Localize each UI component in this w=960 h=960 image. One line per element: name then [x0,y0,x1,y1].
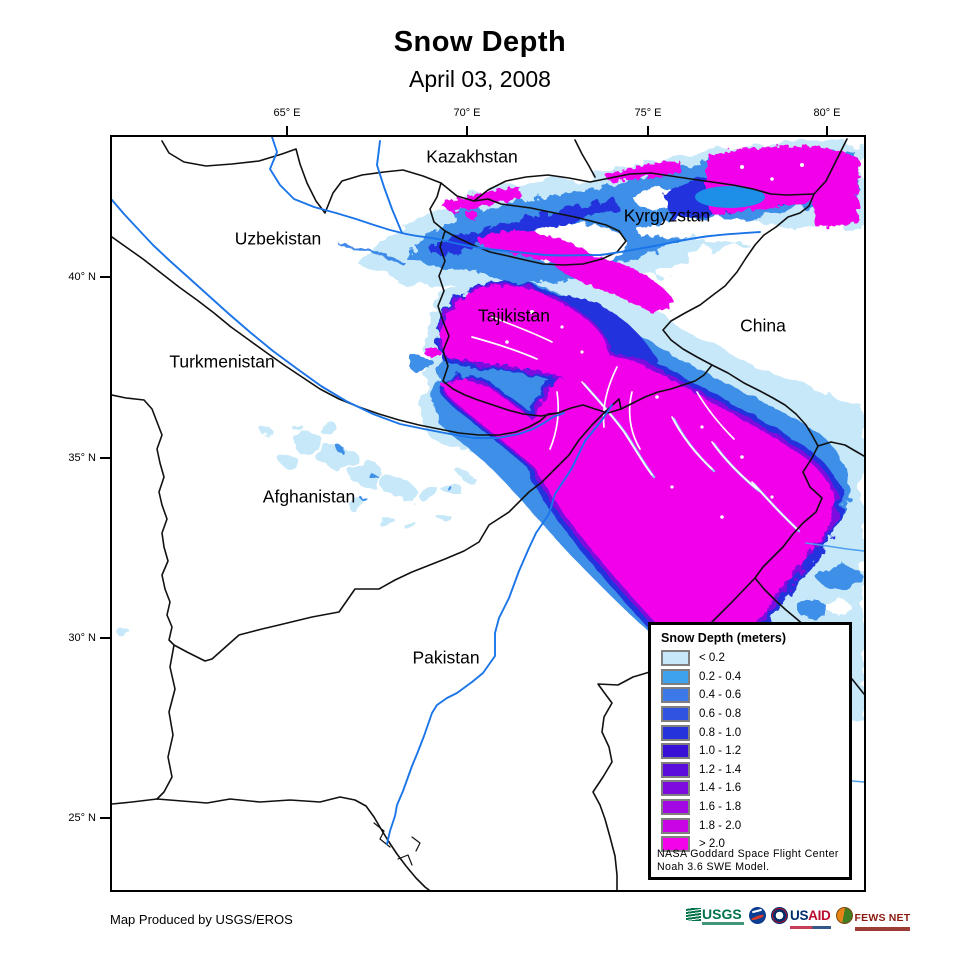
latitude-tick-label: 25° N [68,812,96,824]
legend-row: 0.8 - 1.0 [661,723,849,742]
fewsnet-logo: FEWS NET [835,905,911,931]
legend-swatch [661,668,690,685]
legend-label: 1.0 - 1.2 [699,745,742,758]
fewsnet-globe-icon [835,907,853,924]
legend-label: 1.4 - 1.6 [699,782,742,795]
legend-label: < 0.2 [699,652,725,665]
latitude-tick [100,817,110,819]
legend-label: 0.6 - 0.8 [699,708,742,721]
latitude-tick-label: 35° N [68,452,96,464]
longitude-tick [826,126,828,135]
legend-label: 0.2 - 0.4 [699,670,742,683]
longitude-tick [466,126,468,135]
legend-source-line2: Noah 3.6 SWE Model. [657,860,770,873]
legend-label: 0.8 - 1.0 [699,726,742,739]
country-label-tajikistan: Tajikistan [478,305,550,326]
map-canvas [110,135,866,892]
legend-label: 1.2 - 1.4 [699,763,742,776]
latitude-tick [100,637,110,639]
legend-swatch [661,706,690,723]
usaid-text-aid: AID [808,908,831,923]
glacier-valleys [471,163,804,533]
usaid-logo: USAID [771,905,831,929]
longitude-tick-label: 65° E [273,107,301,119]
legend-items: < 0.2 0.2 - 0.4 0.4 - 0.6 0.6 - 0.8 0.8 - 1.… [661,649,849,854]
fewsnet-tagline-bar [854,927,911,931]
fewsnet-logo-text: FEWS NET [854,908,911,931]
legend-label: > 2.0 [699,838,725,851]
usaid-tagline-bar [790,926,831,929]
legend-swatch [661,836,690,853]
legend-swatch [661,724,690,741]
legend-row: 1.8 - 2.0 [661,816,849,835]
latitude-tick [100,276,110,278]
usaid-logo-text: USAID [790,907,831,929]
legend-source-note: NASA Goddard Space Flight Center Noah 3.… [657,848,839,873]
legend-row: < 0.2 [661,649,849,668]
country-label-kazakhstan: Kazakhstan [426,146,518,167]
usaid-seal-icon [771,907,788,924]
lake-issyk-kul [695,186,765,208]
legend-row: 0.4 - 0.6 [661,686,849,705]
legend-swatch [661,817,690,834]
legend-swatch [661,687,690,704]
legend-row: 0.6 - 0.8 [661,705,849,724]
legend-swatch [661,743,690,760]
nasa-logo [749,905,766,924]
latitude-tick [100,457,110,459]
legend-swatch [661,650,690,667]
usgs-logo: USGS [686,905,744,925]
country-label-turkmenistan: Turkmenistan [169,351,275,372]
legend-swatch [661,780,690,797]
page-title: Snow Depth [393,26,567,58]
rivers [112,137,864,845]
legend-label: 0.4 - 0.6 [699,689,742,702]
longitude-tick [647,126,649,135]
usaid-text-us: US [790,908,809,923]
usgs-tagline-bar [702,922,744,925]
country-label-kyrgyzstan: Kyrgyzstan [623,205,711,226]
legend-swatch [661,799,690,816]
country-label-afghanistan: Afghanistan [262,486,356,507]
nasa-meatball-icon [749,907,766,924]
usgs-logo-text: USGS [702,907,744,925]
longitude-tick-label: 80° E [813,107,841,119]
legend-source-line1: NASA Goddard Space Flight Center [657,848,839,860]
legend-title: Snow Depth (meters) [661,631,787,645]
longitude-tick-label: 70° E [453,107,481,119]
legend-row: 1.2 - 1.4 [661,761,849,780]
legend-row: 1.6 - 1.8 [661,798,849,817]
page-subtitle: April 03, 2008 [409,66,551,92]
latitude-tick-label: 30° N [68,632,96,644]
legend-row: > 2.0 [661,835,849,854]
longitude-tick [286,126,288,135]
map-legend: Snow Depth (meters) < 0.2 0.2 - 0.4 0.4 - … [648,622,852,880]
latitude-tick-label: 40° N [68,271,96,283]
snow-layer-magenta [424,146,859,717]
logo-row: USGS USAID FEWS NET [686,905,911,935]
country-label-uzbekistan: Uzbekistan [234,228,322,249]
legend-row: 1.0 - 1.2 [661,742,849,761]
country-label-pakistan: Pakistan [412,647,480,668]
fewsnet-name: FEWS NET [854,912,911,924]
country-label-china: China [740,315,786,336]
longitude-tick-label: 75° E [634,107,662,119]
legend-swatch [661,761,690,778]
legend-row: 0.2 - 0.4 [661,668,849,687]
legend-row: 1.4 - 1.6 [661,779,849,798]
map-credit: Map Produced by USGS/EROS [110,912,293,927]
usgs-wave-icon [686,908,701,921]
legend-label: 1.6 - 1.8 [699,801,742,814]
legend-label: 1.8 - 2.0 [699,819,742,832]
